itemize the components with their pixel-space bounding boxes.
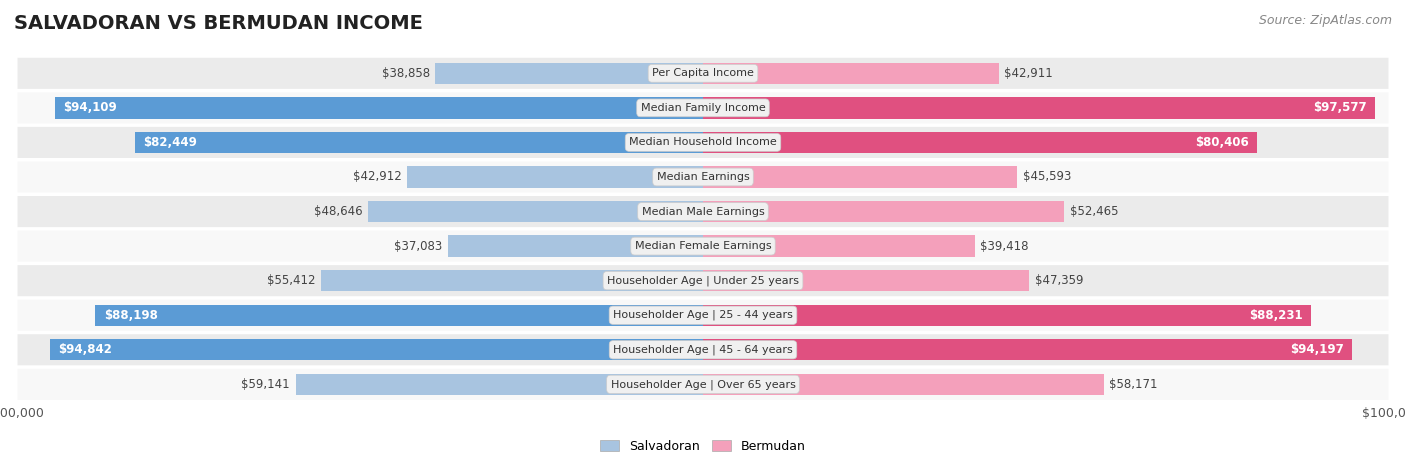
- Text: Median Female Earnings: Median Female Earnings: [634, 241, 772, 251]
- Bar: [436, 63, 703, 84]
- Text: $94,842: $94,842: [58, 343, 111, 356]
- Bar: [703, 235, 974, 257]
- Text: $47,359: $47,359: [1035, 274, 1083, 287]
- Text: $59,141: $59,141: [242, 378, 290, 391]
- Text: $55,412: $55,412: [267, 274, 316, 287]
- Text: $38,858: $38,858: [381, 67, 430, 80]
- FancyBboxPatch shape: [17, 300, 1389, 331]
- Bar: [368, 201, 703, 222]
- Text: Median Family Income: Median Family Income: [641, 103, 765, 113]
- Bar: [703, 270, 1029, 291]
- Bar: [321, 270, 703, 291]
- Text: $52,465: $52,465: [1070, 205, 1118, 218]
- Text: $88,231: $88,231: [1249, 309, 1302, 322]
- Text: Householder Age | Over 65 years: Householder Age | Over 65 years: [610, 379, 796, 389]
- Text: Householder Age | 25 - 44 years: Householder Age | 25 - 44 years: [613, 310, 793, 320]
- Text: Median Earnings: Median Earnings: [657, 172, 749, 182]
- Text: $45,593: $45,593: [1022, 170, 1071, 184]
- Text: $58,171: $58,171: [1109, 378, 1157, 391]
- Bar: [703, 304, 1310, 326]
- Text: $39,418: $39,418: [980, 240, 1029, 253]
- Text: $94,197: $94,197: [1289, 343, 1344, 356]
- Bar: [49, 339, 703, 361]
- FancyBboxPatch shape: [17, 265, 1389, 296]
- Text: $97,577: $97,577: [1313, 101, 1367, 114]
- Bar: [408, 166, 703, 188]
- Bar: [703, 374, 1104, 395]
- Bar: [703, 63, 998, 84]
- Text: SALVADORAN VS BERMUDAN INCOME: SALVADORAN VS BERMUDAN INCOME: [14, 14, 423, 33]
- Bar: [55, 97, 703, 119]
- FancyBboxPatch shape: [17, 162, 1389, 192]
- FancyBboxPatch shape: [17, 231, 1389, 262]
- Bar: [703, 97, 1375, 119]
- Bar: [703, 132, 1257, 153]
- Bar: [135, 132, 703, 153]
- Text: $94,109: $94,109: [63, 101, 117, 114]
- Text: Source: ZipAtlas.com: Source: ZipAtlas.com: [1258, 14, 1392, 27]
- Bar: [703, 339, 1353, 361]
- Bar: [295, 374, 703, 395]
- Bar: [96, 304, 703, 326]
- Bar: [703, 166, 1017, 188]
- FancyBboxPatch shape: [17, 92, 1389, 123]
- Text: Per Capita Income: Per Capita Income: [652, 68, 754, 78]
- Text: Median Male Earnings: Median Male Earnings: [641, 206, 765, 217]
- Text: $48,646: $48,646: [314, 205, 363, 218]
- FancyBboxPatch shape: [17, 127, 1389, 158]
- Text: $42,912: $42,912: [353, 170, 402, 184]
- FancyBboxPatch shape: [17, 369, 1389, 400]
- Bar: [447, 235, 703, 257]
- Text: $88,198: $88,198: [104, 309, 157, 322]
- FancyBboxPatch shape: [17, 334, 1389, 365]
- FancyBboxPatch shape: [17, 58, 1389, 89]
- Text: Householder Age | Under 25 years: Householder Age | Under 25 years: [607, 276, 799, 286]
- Text: Householder Age | 45 - 64 years: Householder Age | 45 - 64 years: [613, 345, 793, 355]
- Text: $80,406: $80,406: [1195, 136, 1249, 149]
- Bar: [703, 201, 1064, 222]
- Text: Median Household Income: Median Household Income: [628, 137, 778, 148]
- Text: $37,083: $37,083: [394, 240, 441, 253]
- Text: $42,911: $42,911: [1004, 67, 1053, 80]
- Text: $82,449: $82,449: [143, 136, 197, 149]
- FancyBboxPatch shape: [17, 196, 1389, 227]
- Legend: Salvadoran, Bermudan: Salvadoran, Bermudan: [595, 435, 811, 458]
